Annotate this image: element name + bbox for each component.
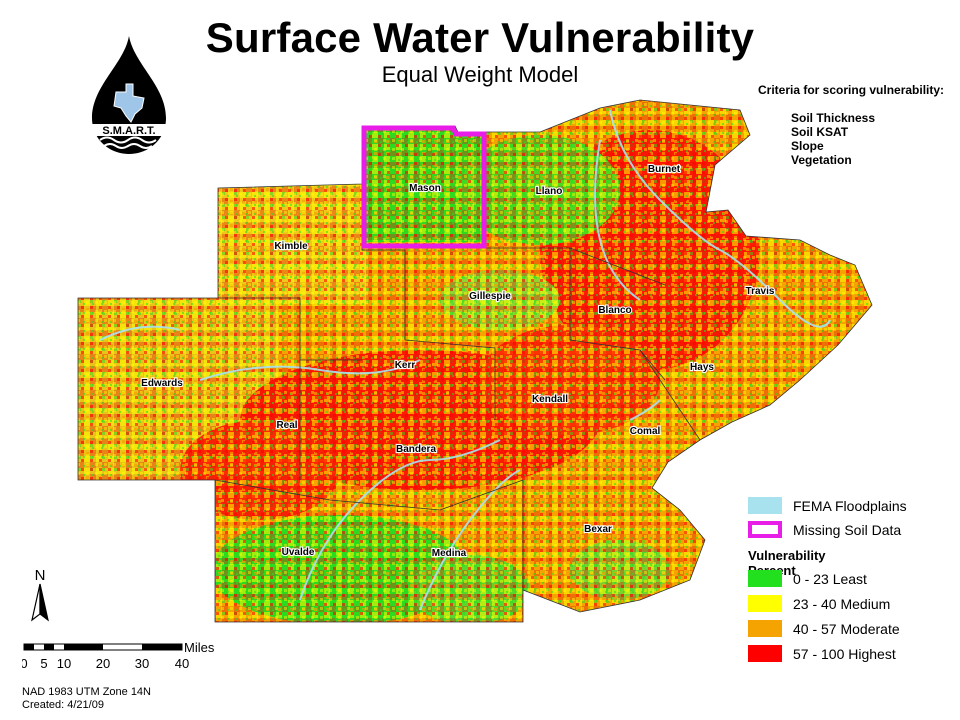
map-subtitle: Equal Weight Model [381,62,579,87]
county-labels: Mason Llano Burnet Kimble Gillespie Blan… [140,163,776,560]
scale-bar: Miles 0 5 10 20 30 40 [22,640,215,671]
created-date: Created: 4/21/09 [22,699,104,711]
water-drop-texas-icon: S.M.A.R.T. [86,36,172,154]
county-label: Real [276,420,297,431]
legend-swatch [748,645,782,662]
county-label: Mason [409,183,441,194]
county-label: Medina [432,548,467,559]
legend-swatch [748,595,782,612]
scale-tick: 30 [135,656,149,671]
legend-label: 40 - 57 Moderate [793,621,900,637]
projection-note: NAD 1983 UTM Zone 14N [22,686,151,698]
criteria-item: Soil KSAT [791,125,849,139]
scale-unit: Miles [184,640,215,655]
county-label: Bandera [396,444,436,455]
county-label: Kendall [532,394,568,405]
legend-label: 0 - 23 Least [793,571,867,587]
county-label: Edwards [141,378,183,389]
criteria-box: Criteria for scoring vulnerability: Soil… [758,83,944,167]
county-label: Bexar [584,524,612,535]
map-title: Surface Water Vulnerability [205,14,755,61]
logo-text: S.M.A.R.T. [102,125,155,137]
north-label: N [35,567,46,584]
county-label: Burnet [648,164,681,175]
county-label: Comal [630,426,661,437]
criteria-item: Slope [791,139,824,153]
legend-label: 23 - 40 Medium [793,596,891,612]
legend-label: 57 - 100 Highest [793,646,896,662]
scale-tick: 40 [175,656,189,671]
map-notes: NAD 1983 UTM Zone 14N Created: 4/21/09 [22,686,151,712]
missing-soil-outline [361,125,487,249]
legend-swatch [748,497,782,514]
scale-tick: 10 [57,656,71,671]
county-label: Uvalde [282,547,315,558]
criteria-item: Vegetation [791,153,852,167]
scale-tick: 0 [22,656,28,671]
county-label: Travis [746,286,775,297]
legend-swatch [748,620,782,637]
legend-swatch [748,521,782,538]
county-label: Blanco [598,305,631,316]
scale-tick: 5 [40,656,47,671]
criteria-item: Soil Thickness [791,111,876,125]
north-arrow-icon: N [31,567,49,622]
county-label: Kimble [274,241,308,252]
scale-tick: 20 [96,656,110,671]
county-label: Gillespie [469,291,511,302]
legend-label: FEMA Floodplains [793,498,907,514]
county-label: Kerr [395,360,416,371]
county-label: Hays [690,362,714,373]
legend-label: Missing Soil Data [793,522,902,538]
legend-swatch [748,570,782,587]
criteria-heading: Criteria for scoring vulnerability: [758,83,945,97]
county-label: Llano [536,186,563,197]
